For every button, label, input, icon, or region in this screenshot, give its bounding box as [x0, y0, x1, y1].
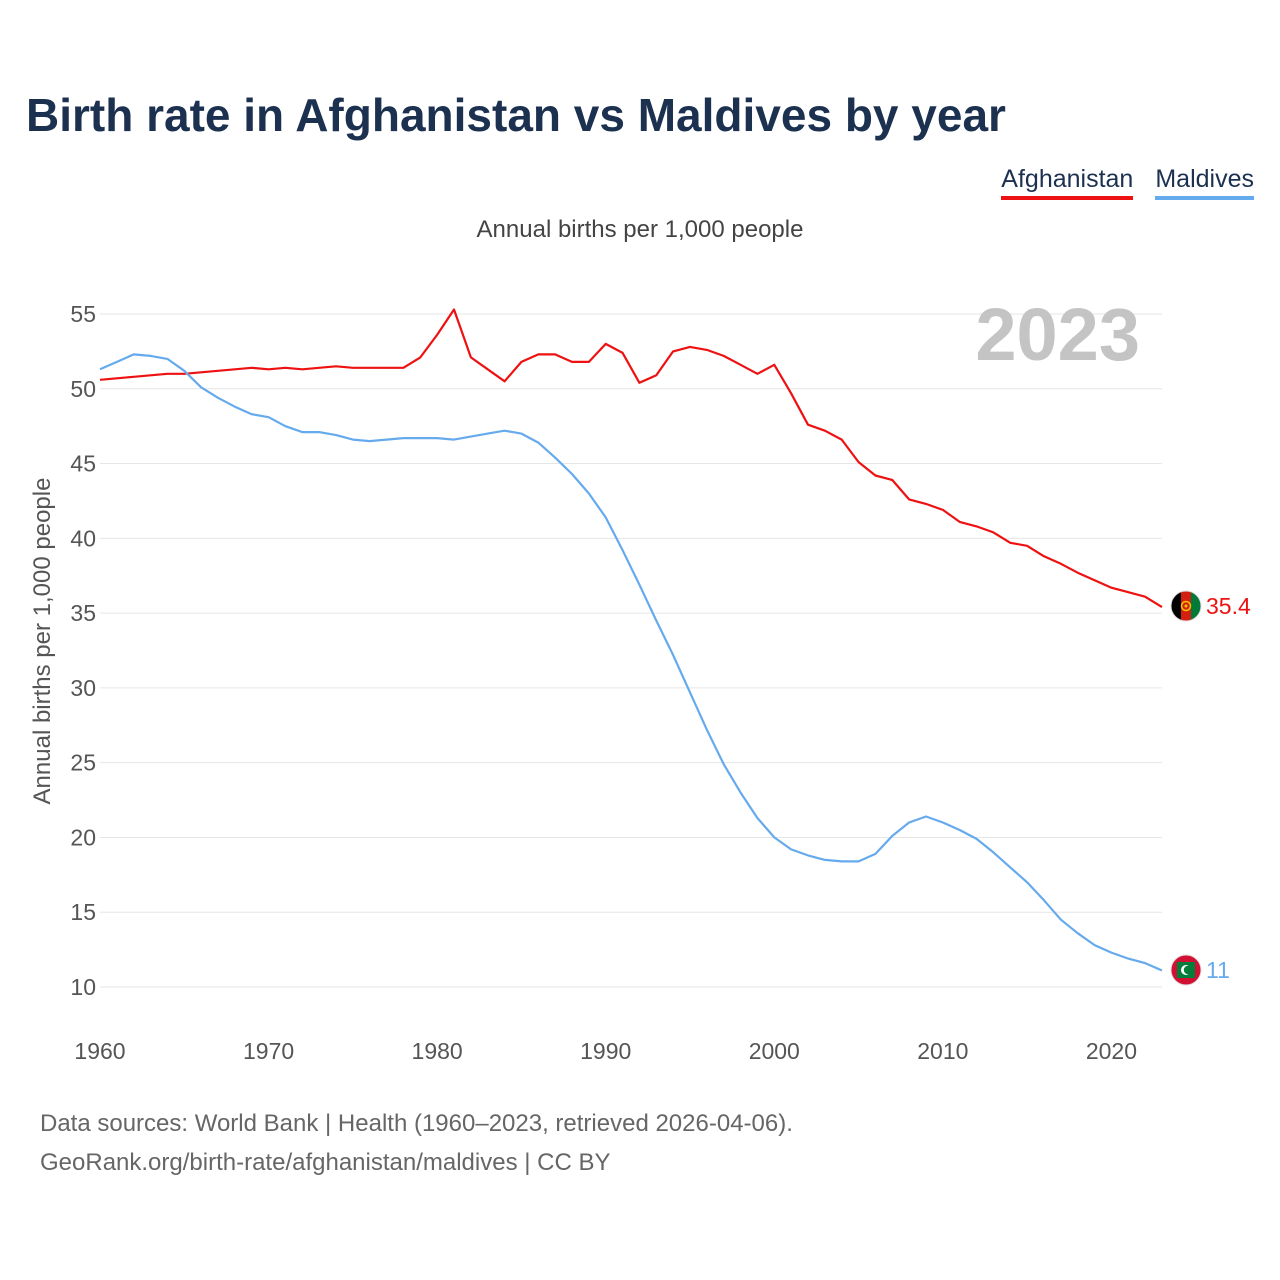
x-tick-label: 2020: [1086, 1038, 1137, 1064]
legend: Afghanistan Maldives: [1001, 164, 1254, 200]
maldives-flag-icon: [1171, 955, 1201, 985]
y-tick-label: 25: [70, 750, 96, 776]
y-tick-label: 10: [70, 974, 96, 1000]
x-tick-label: 1960: [74, 1038, 125, 1064]
footer: Data sources: World Bank | Health (1960–…: [40, 1104, 793, 1182]
legend-item-afghanistan[interactable]: Afghanistan: [1001, 164, 1134, 200]
y-tick-label: 30: [70, 675, 96, 701]
grid-lines: [100, 313, 1162, 988]
end-label-afghanistan: 35.4: [1206, 593, 1251, 619]
afghanistan-flag-icon: [1171, 591, 1201, 621]
x-axis-ticks: 1960 1970 1980 1990 2000 2010 2020: [74, 1038, 1137, 1064]
footer-link[interactable]: GeoRank.org/birth-rate/afghanistan/maldi…: [40, 1149, 611, 1176]
x-tick-label: 1990: [580, 1038, 631, 1064]
legend-item-maldives[interactable]: Maldives: [1155, 164, 1254, 200]
y-tick-label: 55: [70, 301, 96, 327]
y-axis-ticks: 10 15 20 25 30 35 40 45 50 55: [70, 301, 96, 1000]
x-tick-label: 2010: [917, 1038, 968, 1064]
series-line-maldives: [99, 353, 1163, 972]
x-tick-label: 1980: [412, 1038, 463, 1064]
x-tick-label: 1970: [243, 1038, 294, 1064]
y-tick-label: 45: [70, 451, 96, 477]
y-tick-label: 20: [70, 824, 96, 850]
footer-sources: Data sources: World Bank | Health (1960–…: [40, 1110, 793, 1137]
y-tick-label: 50: [70, 376, 96, 402]
year-watermark: 2023: [975, 293, 1140, 376]
series-line-afghanistan: [99, 308, 1163, 609]
chart-subtitle: Annual births per 1,000 people: [476, 216, 804, 243]
chart-title: Birth rate in Afghanistan vs Maldives by…: [26, 89, 1006, 141]
x-tick-label: 2000: [749, 1038, 800, 1064]
afghanistan-marker-ring: [1170, 590, 1202, 622]
y-tick-label: 40: [70, 525, 96, 551]
y-tick-label: 15: [70, 899, 96, 925]
series-lines: [99, 308, 1163, 972]
maldives-marker-ring: [1170, 954, 1202, 986]
y-tick-label: 35: [70, 600, 96, 626]
y-axis-label: Annual births per 1,000 people: [29, 478, 56, 805]
end-label-maldives: 11: [1206, 957, 1230, 983]
